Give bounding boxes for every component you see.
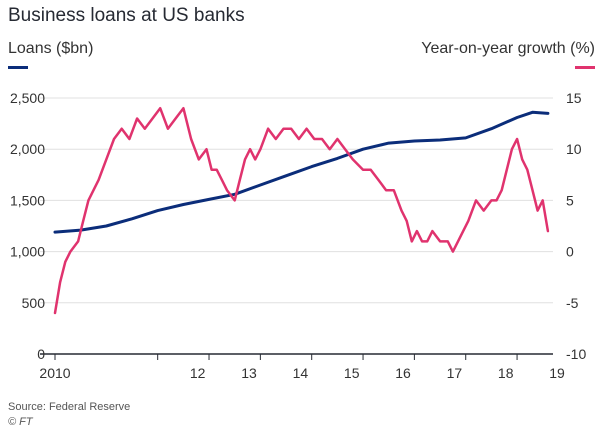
axes	[40, 353, 553, 360]
left-tick-label: 0	[37, 346, 45, 362]
x-tick-label: 12	[190, 365, 206, 381]
left-tick-label: 2,500	[10, 90, 45, 106]
left-axis-label: Loans ($bn)	[8, 40, 94, 57]
loans-legend-swatch	[8, 66, 28, 69]
x-tick-label: 17	[447, 365, 463, 381]
x-tick-label: 15	[344, 365, 360, 381]
x-tick-label: 13	[241, 365, 257, 381]
left-tick-label: 1,500	[10, 192, 45, 208]
right-tick-label: 15	[566, 90, 582, 106]
x-tick-label: 16	[395, 365, 411, 381]
left-tick-label: 2,000	[10, 141, 45, 157]
tick-labels: 2,500 2,000 1,500 1,000 500 0 15 10 5 0 -5 -10 2010 1…	[10, 90, 586, 381]
right-axis-label: Year-on-year growth (%)	[421, 40, 595, 57]
x-tick-label: 14	[293, 365, 309, 381]
left-tick-label: 500	[22, 295, 46, 311]
right-tick-label: 10	[566, 141, 582, 157]
right-tick-label: 0	[566, 244, 574, 260]
right-tick-label: 5	[566, 192, 574, 208]
series-lines	[53, 106, 550, 315]
right-tick-label: -5	[566, 295, 579, 311]
credit-note: © FT	[8, 416, 33, 428]
right-tick-label: -10	[566, 346, 586, 362]
source-note: Source: Federal Reserve	[8, 401, 131, 413]
x-tick-label: 19	[549, 365, 565, 381]
growth-legend-swatch	[575, 66, 595, 69]
left-tick-label: 1,000	[10, 244, 45, 260]
x-tick-label: 2010	[39, 365, 70, 381]
loans-series-line	[53, 110, 550, 234]
growth-series-line	[53, 106, 550, 315]
grid-lines	[40, 97, 553, 304]
x-tick-label: 18	[498, 365, 514, 381]
chart-title: Business loans at US banks	[8, 5, 245, 26]
